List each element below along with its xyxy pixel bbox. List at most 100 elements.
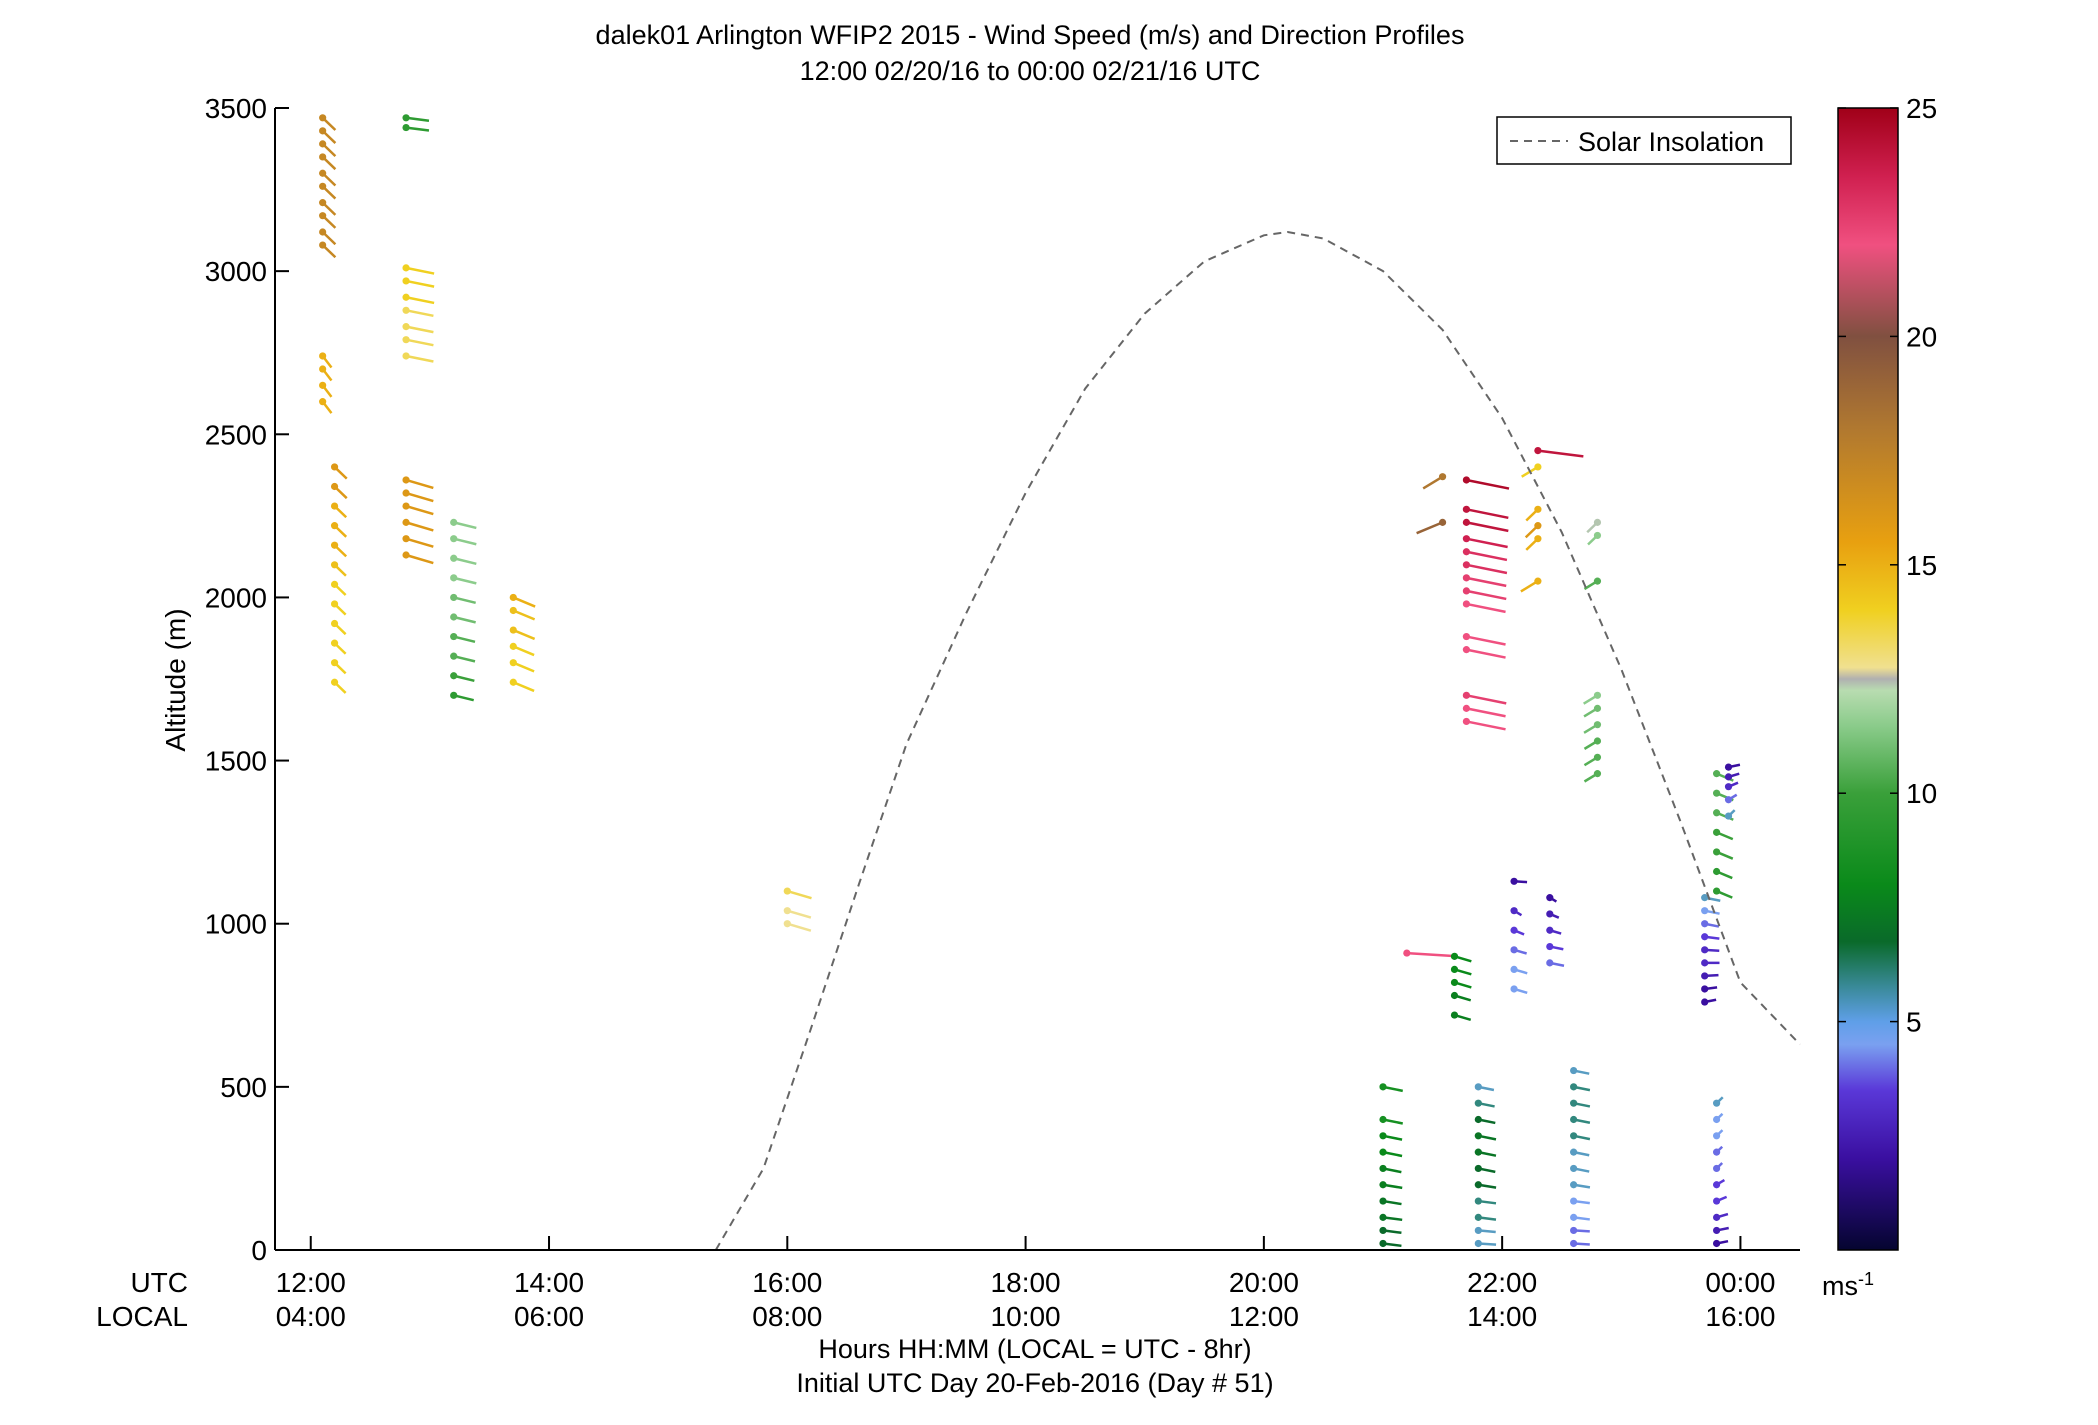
wind-barb-point [402,352,410,360]
wind-barb-point [1462,476,1471,484]
x-tick-label-utc: 16:00 [752,1267,822,1298]
local-row-label: LOCAL [96,1301,188,1332]
wind-barb-point [1570,1197,1578,1205]
wind-barb-point [1724,763,1733,771]
wind-barb-stem [405,354,434,363]
wind-barb-stem [512,645,535,657]
wind-barb-point [1701,907,1709,915]
chart-title-line1: dalek01 Arlington WFIP2 2015 - Wind Spee… [596,20,1465,50]
wind-barb-stem [786,889,812,900]
wind-barb-point [1450,991,1459,1000]
wind-barb-point [1593,753,1602,761]
wind-barb-point [1474,1239,1482,1248]
wind-barb-point [402,502,410,510]
wind-barb-point [1379,1083,1387,1091]
wind-barb-stem [453,557,477,566]
wind-barb-point [1534,522,1542,530]
wind-barb-point [1701,972,1709,980]
wind-barb-point [1724,812,1733,820]
wind-barb-stem [405,491,434,503]
wind-barb-point [1570,1181,1578,1189]
wind-barb-point [783,887,791,895]
y-tick-label: 3500 [205,93,267,124]
solar-insolation-curve [714,230,1801,1251]
wind-barb-point [509,642,517,650]
wind-barb-point [1379,1197,1387,1205]
wind-barb-point [1510,965,1518,973]
wind-barb-point [1593,721,1602,729]
wind-barb-point [1713,809,1721,817]
wind-barb-stem [1466,563,1508,575]
y-tick-label: 1000 [205,909,267,940]
wind-barb-stem [453,654,476,663]
wind-barb-point [509,606,517,615]
chart-title-line2: 12:00 02/20/16 to 00:00 02/21/16 UTC [800,56,1261,86]
wind-barb-stem [405,537,434,548]
wind-barb-point [1593,577,1602,585]
wind-barb-stem [1466,602,1506,614]
wind-barbs-layer [319,114,1741,1248]
wind-barb-stem [1466,635,1506,646]
wind-barb-point [402,306,410,314]
wind-barb-stem [405,279,435,288]
wind-barb-point [402,264,410,272]
wind-barb-point [509,678,517,686]
wind-barb-point [1510,907,1518,915]
wind-barb-point [330,580,339,588]
wind-barb-point [1379,1164,1387,1173]
wind-barb-point [1379,1213,1387,1221]
wind-barb-point [319,352,327,360]
colorbar-tick-label: 25 [1906,93,1937,124]
wind-barb-point [1474,1181,1482,1189]
wind-barb-point [1438,518,1447,526]
wind-barb-stem [1422,475,1444,490]
wind-barb-stem [1466,537,1508,549]
wind-barb-stem [1466,576,1507,588]
wind-barb-point [450,518,458,526]
wind-barb-point [402,323,410,331]
wind-barb-stem [512,609,536,621]
y-tick-label: 2500 [205,419,267,450]
wind-barb-point [1713,1148,1721,1156]
x-tick-label-local: 06:00 [514,1301,584,1332]
wind-barb-point [1510,985,1518,993]
wind-barb-point [1534,535,1542,543]
colorbar-tick-label: 10 [1906,778,1937,809]
wind-barb-point [1713,770,1721,778]
wind-barb-point [1593,518,1602,526]
wind-barb-point [319,182,327,190]
wind-barb-point [1462,535,1471,543]
wind-barb-stem [1416,521,1444,535]
colorbar: 5 10 15 20 25 ms-1 [1822,93,1937,1301]
wind-barb-stem [1466,589,1507,601]
legend-solar-label: Solar Insolation [1578,127,1764,157]
legend: Solar Insolation [1496,116,1792,165]
wind-barb-point [1462,548,1471,556]
wind-barb-point [1701,985,1709,993]
wind-barb-point [1724,783,1733,791]
wind-barb-stem [786,922,812,932]
x-tick-label-utc: 20:00 [1229,1267,1299,1298]
wind-barb-point [1546,926,1554,934]
wind-barb-point [1713,848,1721,856]
wind-barb-point [319,398,327,406]
wind-barb-stem [453,537,477,546]
colorbar-unit-exponent: -1 [1858,1269,1874,1289]
wind-barb-point [509,593,517,602]
wind-barb-point [509,626,517,634]
wind-barb-point [1570,1213,1578,1221]
wind-barb-point [1474,1213,1482,1221]
wind-barb-stem [453,576,477,585]
wind-barb-point [319,127,327,135]
wind-barb-point [1713,1213,1721,1221]
wind-barb-point [450,672,458,680]
wind-barb-point [330,639,339,647]
wind-barb-point [402,114,410,122]
wind-barb-point [450,574,458,582]
x-tick-label-local: 10:00 [991,1301,1061,1332]
wind-barb-stem [1466,694,1507,705]
wind-barb-stem [1466,508,1509,520]
wind-barb-point [1546,910,1554,918]
wind-barb-stem [512,628,536,641]
